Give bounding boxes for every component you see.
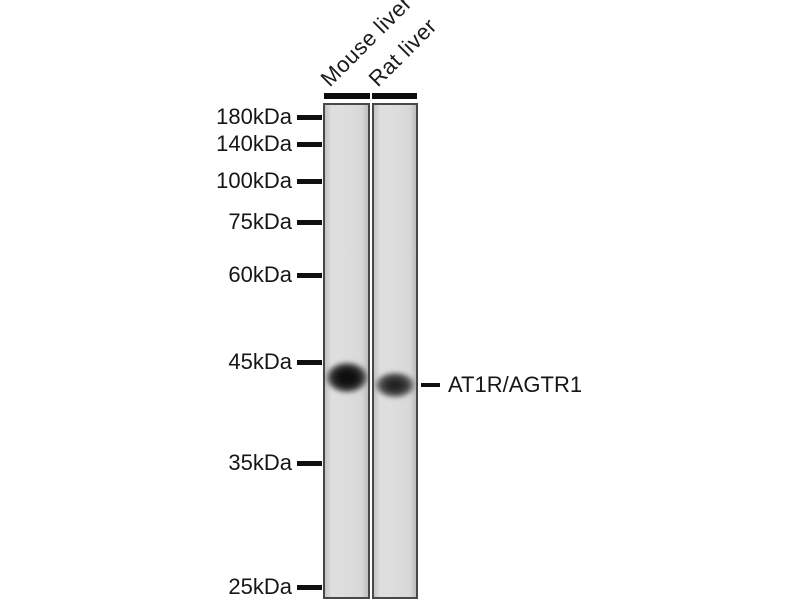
mw-label-60kda: 60kDa <box>228 262 292 287</box>
marker-row: 25kDa <box>0 574 322 600</box>
marker-row: 140kDa <box>0 131 322 157</box>
lane-topbar-rat-liver <box>372 93 417 99</box>
marker-row: 45kDa <box>0 349 322 375</box>
marker-row: 75kDa <box>0 209 322 235</box>
band-mouse-liver <box>326 362 368 393</box>
mw-tick <box>297 178 322 184</box>
mw-tick <box>297 460 322 466</box>
mw-label-140kda: 140kDa <box>216 131 292 156</box>
marker-row: 35kDa <box>0 450 322 476</box>
band-rat-liver <box>375 372 415 398</box>
mw-label-35kda: 35kDa <box>228 450 292 475</box>
mw-tick <box>297 141 322 147</box>
mw-label-25kda: 25kDa <box>228 574 292 599</box>
marker-row: 180kDa <box>0 104 322 130</box>
mw-label-100kda: 100kDa <box>216 168 292 193</box>
mw-tick <box>297 584 322 590</box>
mw-tick <box>297 219 322 225</box>
marker-row: 60kDa <box>0 262 322 288</box>
mw-label-45kda: 45kDa <box>228 349 292 374</box>
mw-label-75kda: 75kDa <box>228 209 292 234</box>
mw-tick <box>297 359 322 365</box>
gel-lane-mouse-liver <box>323 103 370 599</box>
mw-tick <box>297 114 322 120</box>
marker-row: 100kDa <box>0 168 322 194</box>
band-annotation-label: AT1R/AGTR1 <box>448 372 583 397</box>
lane-topbar-mouse-liver <box>324 93 370 99</box>
mw-tick <box>297 272 322 278</box>
gel-lane-rat-liver <box>372 103 418 599</box>
mw-label-180kda: 180kDa <box>216 104 292 129</box>
band-pointer-dash <box>421 383 440 387</box>
